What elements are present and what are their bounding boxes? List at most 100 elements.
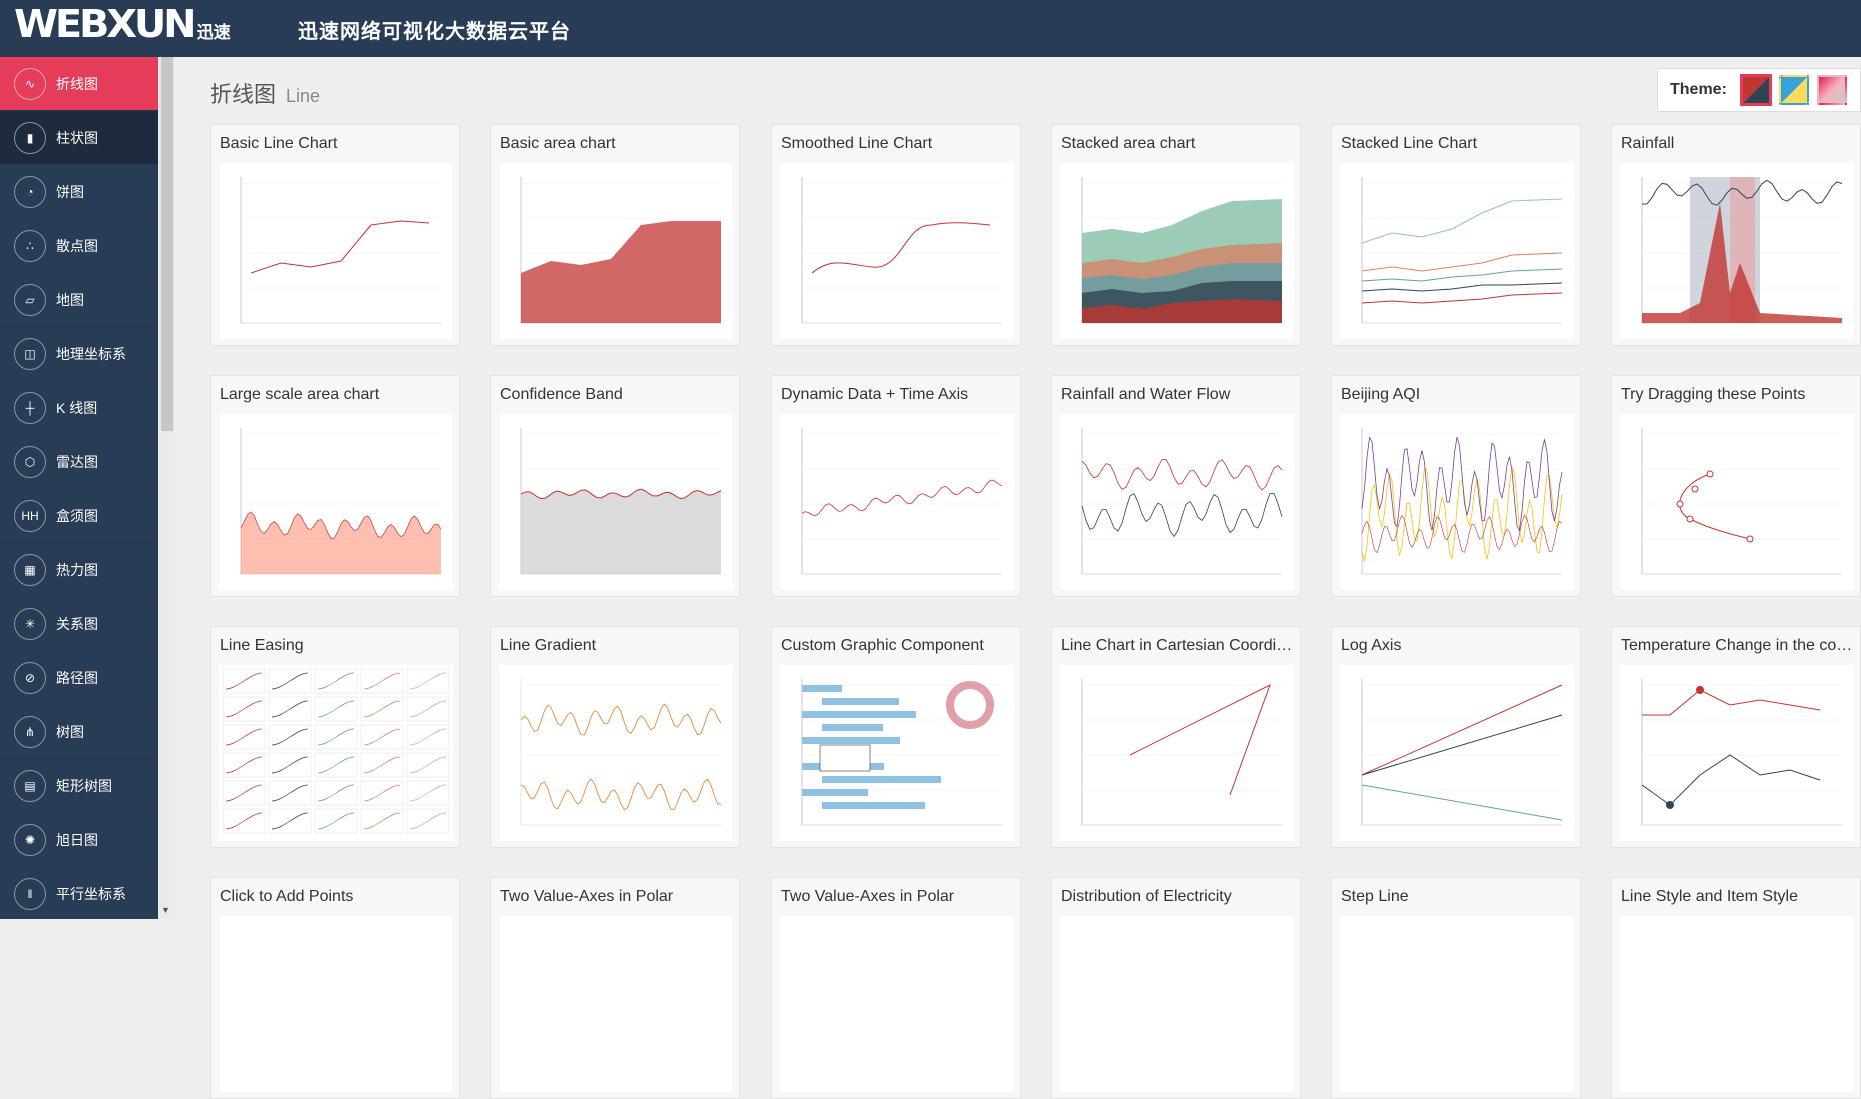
chart-card-title[interactable]: Click to Add Points: [220, 888, 455, 906]
chart-card-title[interactable]: Beijing AQI: [1341, 386, 1576, 404]
sidebar-item-radar[interactable]: ⬡雷达图: [0, 435, 158, 489]
sidebar-item-sunburst[interactable]: ✺旭日图: [0, 813, 158, 867]
chart-card[interactable]: Two Value-Axes in Polar: [771, 877, 1021, 1099]
chart-card-title[interactable]: Rainfall and Water Flow: [1061, 386, 1296, 404]
chart-card-title[interactable]: Confidence Band: [500, 386, 735, 404]
sidebar-item-graph[interactable]: ✳关系图: [0, 597, 158, 651]
chart-card-title[interactable]: Log Axis: [1341, 637, 1576, 655]
chart-thumbnail[interactable]: [499, 916, 733, 1092]
chart-card-title[interactable]: Basic Line Chart: [220, 135, 455, 153]
chart-card[interactable]: Dynamic Data + Time Axis: [771, 375, 1021, 597]
chart-thumbnail[interactable]: [1340, 414, 1574, 590]
chart-card[interactable]: Two Value-Axes in Polar: [490, 877, 740, 1099]
chart-thumbnail[interactable]: [219, 665, 453, 841]
chart-card[interactable]: Custom Graphic Component: [771, 626, 1021, 848]
sidebar-item-treemap[interactable]: ▤矩形树图: [0, 759, 158, 813]
theme-swatch-blue-yellow[interactable]: [1779, 75, 1809, 105]
sidebar-item-candlestick[interactable]: ┼K 线图: [0, 381, 158, 435]
thumbnail-graphic: [219, 163, 453, 339]
chart-thumbnail[interactable]: [1620, 665, 1854, 841]
chart-card-title[interactable]: Two Value-Axes in Polar: [500, 888, 735, 906]
chart-thumbnail[interactable]: [1620, 163, 1854, 339]
sidebar-item-scatter[interactable]: ∴散点图: [0, 219, 158, 273]
chart-card-title[interactable]: Rainfall: [1621, 135, 1856, 153]
chart-thumbnail[interactable]: [499, 163, 733, 339]
chart-card[interactable]: Line Style and Item Style: [1611, 877, 1861, 1099]
webxun-logo[interactable]: WEBXUN 迅速: [14, 9, 231, 43]
chart-card[interactable]: Large scale area chart: [210, 375, 460, 597]
chart-thumbnail[interactable]: [1060, 163, 1294, 339]
chart-card-title[interactable]: Line Easing: [220, 637, 455, 655]
chart-card-title[interactable]: Temperature Change in the coming week: [1621, 637, 1856, 655]
chart-card-title[interactable]: Stacked Line Chart: [1341, 135, 1576, 153]
sidebar-item-map[interactable]: ▱地图: [0, 273, 158, 327]
chart-card-title[interactable]: Smoothed Line Chart: [781, 135, 1016, 153]
chart-card[interactable]: Click to Add Points: [210, 877, 460, 1099]
chart-card[interactable]: Temperature Change in the coming week: [1611, 626, 1861, 848]
sidebar-item-label: K 线图: [56, 398, 97, 418]
chart-card[interactable]: Stacked Line Chart: [1331, 124, 1581, 346]
sidebar-item-path[interactable]: ⊘路径图: [0, 651, 158, 705]
scrollbar-thumb[interactable]: [161, 57, 173, 431]
chart-card[interactable]: Step Line: [1331, 877, 1581, 1099]
chart-card[interactable]: Stacked area chart: [1051, 124, 1301, 346]
chart-card[interactable]: Basic area chart: [490, 124, 740, 346]
sidebar-item-heatmap[interactable]: ▦热力图: [0, 543, 158, 597]
chart-card[interactable]: Smoothed Line Chart: [771, 124, 1021, 346]
chart-thumbnail[interactable]: [1060, 414, 1294, 590]
chart-card[interactable]: Try Dragging these Points: [1611, 375, 1861, 597]
chart-thumbnail[interactable]: [219, 414, 453, 590]
chart-thumbnail[interactable]: [219, 163, 453, 339]
page-title-cn: 折线图: [210, 77, 276, 109]
chart-card-title[interactable]: Stacked area chart: [1061, 135, 1296, 153]
sidebar-item-label: 旭日图: [56, 830, 98, 850]
chart-thumbnail[interactable]: [1620, 414, 1854, 590]
chart-card-title[interactable]: Large scale area chart: [220, 386, 455, 404]
chart-thumbnail[interactable]: [1340, 916, 1574, 1092]
thumbnail-graphic: [499, 414, 733, 590]
chart-card[interactable]: Beijing AQI: [1331, 375, 1581, 597]
chart-card-title[interactable]: Dynamic Data + Time Axis: [781, 386, 1016, 404]
chart-thumbnail[interactable]: [219, 916, 453, 1092]
sidebar-item-tree[interactable]: ⋔树图: [0, 705, 158, 759]
sidebar-item-line-chart[interactable]: ∿折线图: [0, 57, 158, 111]
chart-thumbnail[interactable]: [780, 414, 1014, 590]
chart-card-title[interactable]: Basic area chart: [500, 135, 735, 153]
chart-card-title[interactable]: Step Line: [1341, 888, 1576, 906]
chart-thumbnail[interactable]: [1060, 916, 1294, 1092]
chart-thumbnail[interactable]: [1060, 665, 1294, 841]
chart-card[interactable]: Confidence Band: [490, 375, 740, 597]
chart-thumbnail[interactable]: [1620, 916, 1854, 1092]
chart-card-title[interactable]: Distribution of Electricity: [1061, 888, 1296, 906]
chart-card-title[interactable]: Line Gradient: [500, 637, 735, 655]
chart-card[interactable]: Line Gradient: [490, 626, 740, 848]
chart-card-title[interactable]: Custom Graphic Component: [781, 637, 1016, 655]
chart-card[interactable]: Distribution of Electricity: [1051, 877, 1301, 1099]
chart-thumbnail[interactable]: [780, 665, 1014, 841]
chart-card[interactable]: Log Axis: [1331, 626, 1581, 848]
chart-card[interactable]: Rainfall and Water Flow: [1051, 375, 1301, 597]
sidebar-item-parallel[interactable]: ‖平行坐标系: [0, 867, 158, 919]
chart-card[interactable]: Line Easing: [210, 626, 460, 848]
chart-card-title[interactable]: Try Dragging these Points: [1621, 386, 1856, 404]
chart-card-title[interactable]: Two Value-Axes in Polar: [781, 888, 1016, 906]
theme-swatch-red-dark[interactable]: [1741, 75, 1771, 105]
chart-card[interactable]: Basic Line Chart: [210, 124, 460, 346]
chart-thumbnail[interactable]: [499, 414, 733, 590]
chart-thumbnail[interactable]: [1340, 665, 1574, 841]
chart-card-title[interactable]: Line Style and Item Style: [1621, 888, 1856, 906]
chart-thumbnail[interactable]: [780, 163, 1014, 339]
theme-swatch-pink-gray[interactable]: [1817, 75, 1847, 105]
chart-card-title[interactable]: Line Chart in Cartesian Coordinate Syste…: [1061, 637, 1296, 655]
chart-thumbnail[interactable]: [499, 665, 733, 841]
sidebar-item-bar-chart[interactable]: ▮柱状图: [0, 111, 158, 165]
chart-card[interactable]: Rainfall: [1611, 124, 1861, 346]
chart-thumbnail[interactable]: [780, 916, 1014, 1092]
scroll-down-arrow-icon[interactable]: ▼: [161, 905, 170, 915]
sidebar-item-geo[interactable]: ◫地理坐标系: [0, 327, 158, 381]
sidebar-item-pie-chart[interactable]: ◔饼图: [0, 165, 158, 219]
chart-thumbnail[interactable]: [1340, 163, 1574, 339]
chart-card[interactable]: Line Chart in Cartesian Coordinate Syste…: [1051, 626, 1301, 848]
